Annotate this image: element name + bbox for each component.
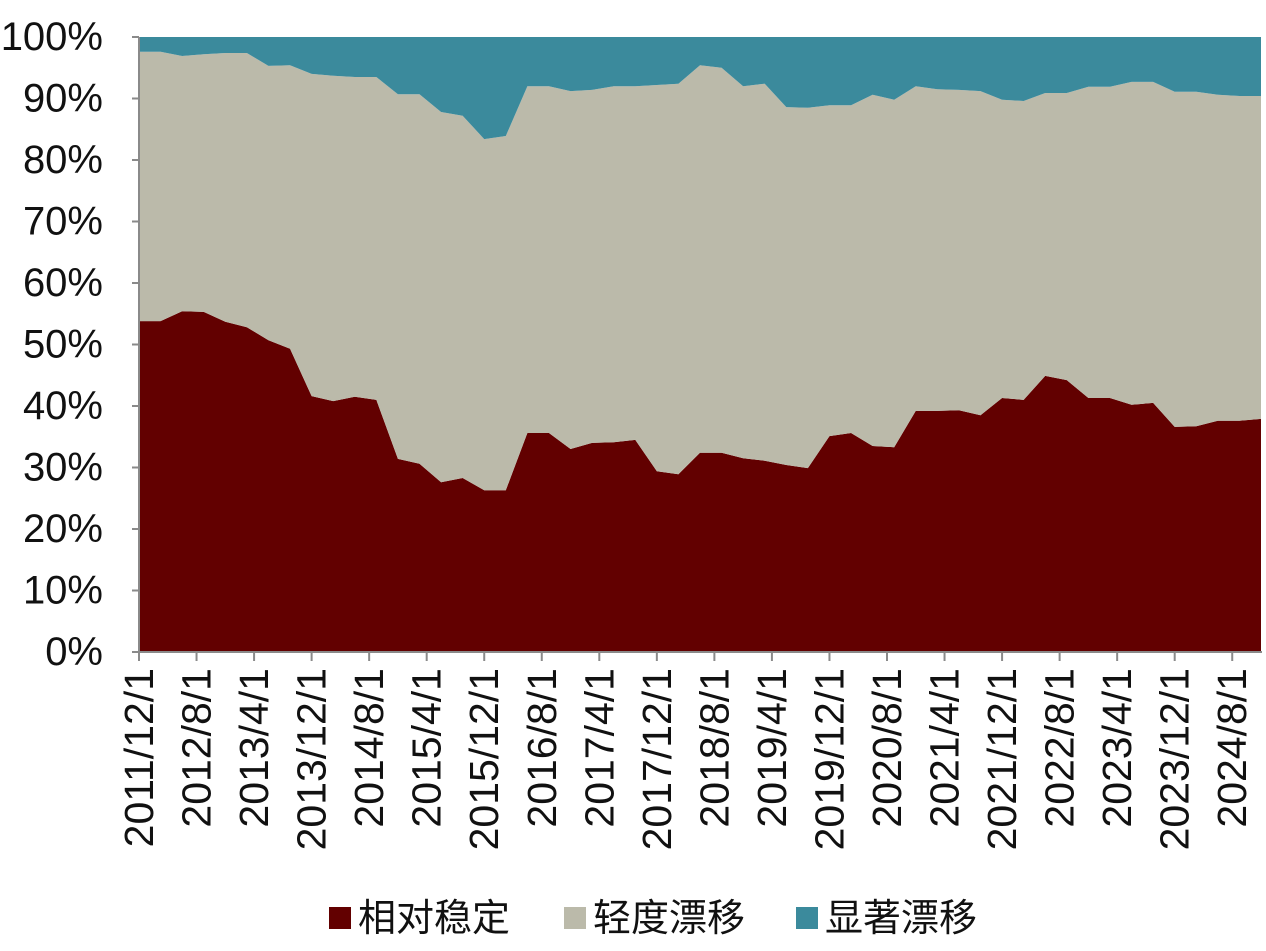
y-tick-label: 100%: [1, 15, 103, 59]
x-tick-label: 2017/4/1: [576, 668, 622, 828]
y-tick-label: 60%: [23, 261, 103, 305]
y-axis: 0% 10% 20% 30% 40% 50% 60% 70% 80% 90% 100%: [1, 15, 139, 674]
x-tick-label: 2024/8/1: [1209, 668, 1255, 828]
legend-label-mild-drift: 轻度漂移: [593, 898, 745, 940]
series-area-significant-drift: [139, 37, 1261, 140]
x-tick-label: 2015/4/1: [404, 668, 450, 828]
y-tick-label: 70%: [23, 200, 103, 244]
x-tick-label: 2016/8/1: [519, 668, 565, 828]
y-tick-label: 20%: [23, 507, 103, 551]
x-tick-label: 2020/8/1: [864, 668, 910, 828]
x-tick-label: 2021/12/1: [979, 668, 1025, 850]
y-tick-label: 40%: [23, 384, 103, 428]
series-area-stable: [139, 311, 1261, 652]
series-area-mild-drift: [139, 51, 1261, 491]
x-tick-label: 2019/12/1: [806, 668, 852, 850]
legend-label-stable: 相对稳定: [358, 898, 510, 940]
y-tick-label: 50%: [23, 323, 103, 367]
legend-item-mild-drift: 轻度漂移: [564, 898, 745, 940]
x-tick-label: 2012/8/1: [174, 668, 220, 828]
x-tick-label: 2021/4/1: [922, 668, 968, 828]
x-tick-label: 2018/8/1: [691, 668, 737, 828]
x-tick-label: 2023/4/1: [1094, 668, 1140, 828]
y-tick-label: 10%: [23, 569, 103, 613]
x-tick-label: 2013/4/1: [231, 668, 277, 828]
x-tick-label: 2023/12/1: [1152, 668, 1198, 850]
legend-swatch-stable: [329, 907, 351, 929]
legend: 相对稳定 轻度漂移 显著漂移: [329, 898, 977, 940]
y-tick-label: 0%: [45, 630, 103, 674]
legend-swatch-significant-drift: [796, 907, 818, 929]
x-tick-label: 2015/12/1: [461, 668, 507, 850]
legend-label-significant-drift: 显著漂移: [825, 898, 977, 940]
legend-swatch-mild-drift: [564, 907, 586, 929]
x-tick-label: 2019/4/1: [749, 668, 795, 828]
y-tick-label: 90%: [23, 77, 103, 121]
y-tick-label: 80%: [23, 138, 103, 182]
x-tick-label: 2014/8/1: [346, 668, 392, 828]
x-tick-label: 2022/8/1: [1037, 668, 1083, 828]
x-tick-label: 2017/12/1: [634, 668, 680, 850]
x-tick-label: 2013/12/1: [289, 668, 335, 850]
y-tick-label: 30%: [23, 446, 103, 490]
plot-areas: [139, 37, 1261, 652]
x-tick-label: 2011/12/1: [116, 668, 162, 847]
x-axis: 2011/12/1 2012/8/1 2013/4/1 2013/12/1 2014/8…: [116, 652, 1255, 850]
legend-item-stable: 相对稳定: [329, 898, 510, 940]
legend-item-significant-drift: 显著漂移: [796, 898, 977, 940]
